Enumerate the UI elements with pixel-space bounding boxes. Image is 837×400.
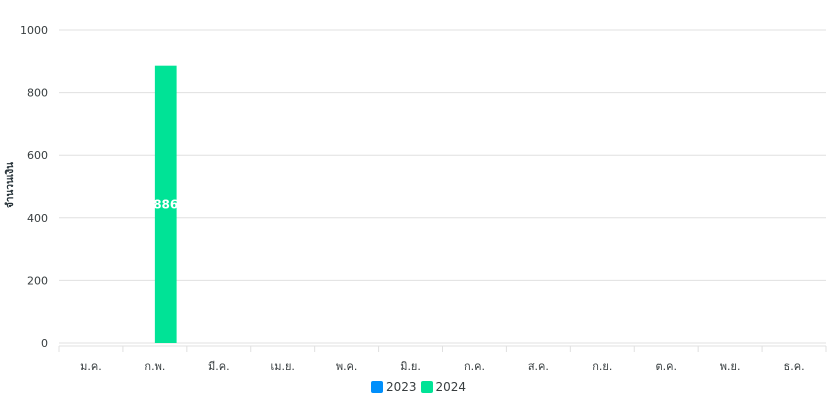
legend-label: 2024: [435, 380, 467, 394]
y-tick-label: 200: [27, 274, 48, 287]
data-labels: 886: [153, 197, 178, 211]
x-tick-label: ม.ค.: [80, 360, 102, 373]
y-axis: 0 200 400 600 800 1000: [20, 24, 48, 350]
x-tick-label: ส.ค.: [528, 360, 549, 373]
x-tick-label: มิ.ย.: [400, 360, 421, 373]
x-tick-label: ก.พ.: [144, 360, 165, 373]
x-tick-label: เม.ย.: [270, 360, 294, 373]
legend-marker: [370, 381, 383, 393]
y-tick-label: 0: [41, 337, 48, 350]
y-tick-label: 800: [27, 87, 48, 100]
legend-label: 2023: [385, 380, 417, 394]
x-tick-label: มี.ค.: [208, 360, 230, 373]
y-tick-label: 600: [27, 149, 48, 162]
x-tick-label: ก.ค.: [464, 360, 485, 373]
data-label: 886: [153, 197, 178, 211]
legend-item-2024[interactable]: 2024: [420, 380, 467, 394]
gridlines: [59, 29, 826, 344]
x-tick-label: ธ.ค.: [784, 360, 805, 373]
x-tick-label: ก.ย.: [592, 360, 612, 373]
x-axis: ม.ค. ก.พ. มี.ค. เม.ย. พ.ค. มิ.ย. ก.ค. ส.ค. ก.ย. ต…: [58, 345, 827, 373]
legend-marker: [420, 381, 433, 393]
bar-2024-1[interactable]: [154, 65, 177, 343]
y-axis-title: จำนวนเงิน: [4, 162, 16, 208]
x-tick-label: พ.ค.: [336, 360, 358, 373]
y-tick-label: 1000: [20, 24, 48, 37]
y-tick-label: 400: [27, 212, 48, 225]
legend-item-2023[interactable]: 2023: [370, 380, 417, 394]
bars: [154, 65, 177, 343]
x-tick-label: ต.ค.: [655, 360, 677, 373]
x-tick-label: พ.ย.: [720, 360, 741, 373]
legend: 2023 2024: [0, 380, 837, 394]
